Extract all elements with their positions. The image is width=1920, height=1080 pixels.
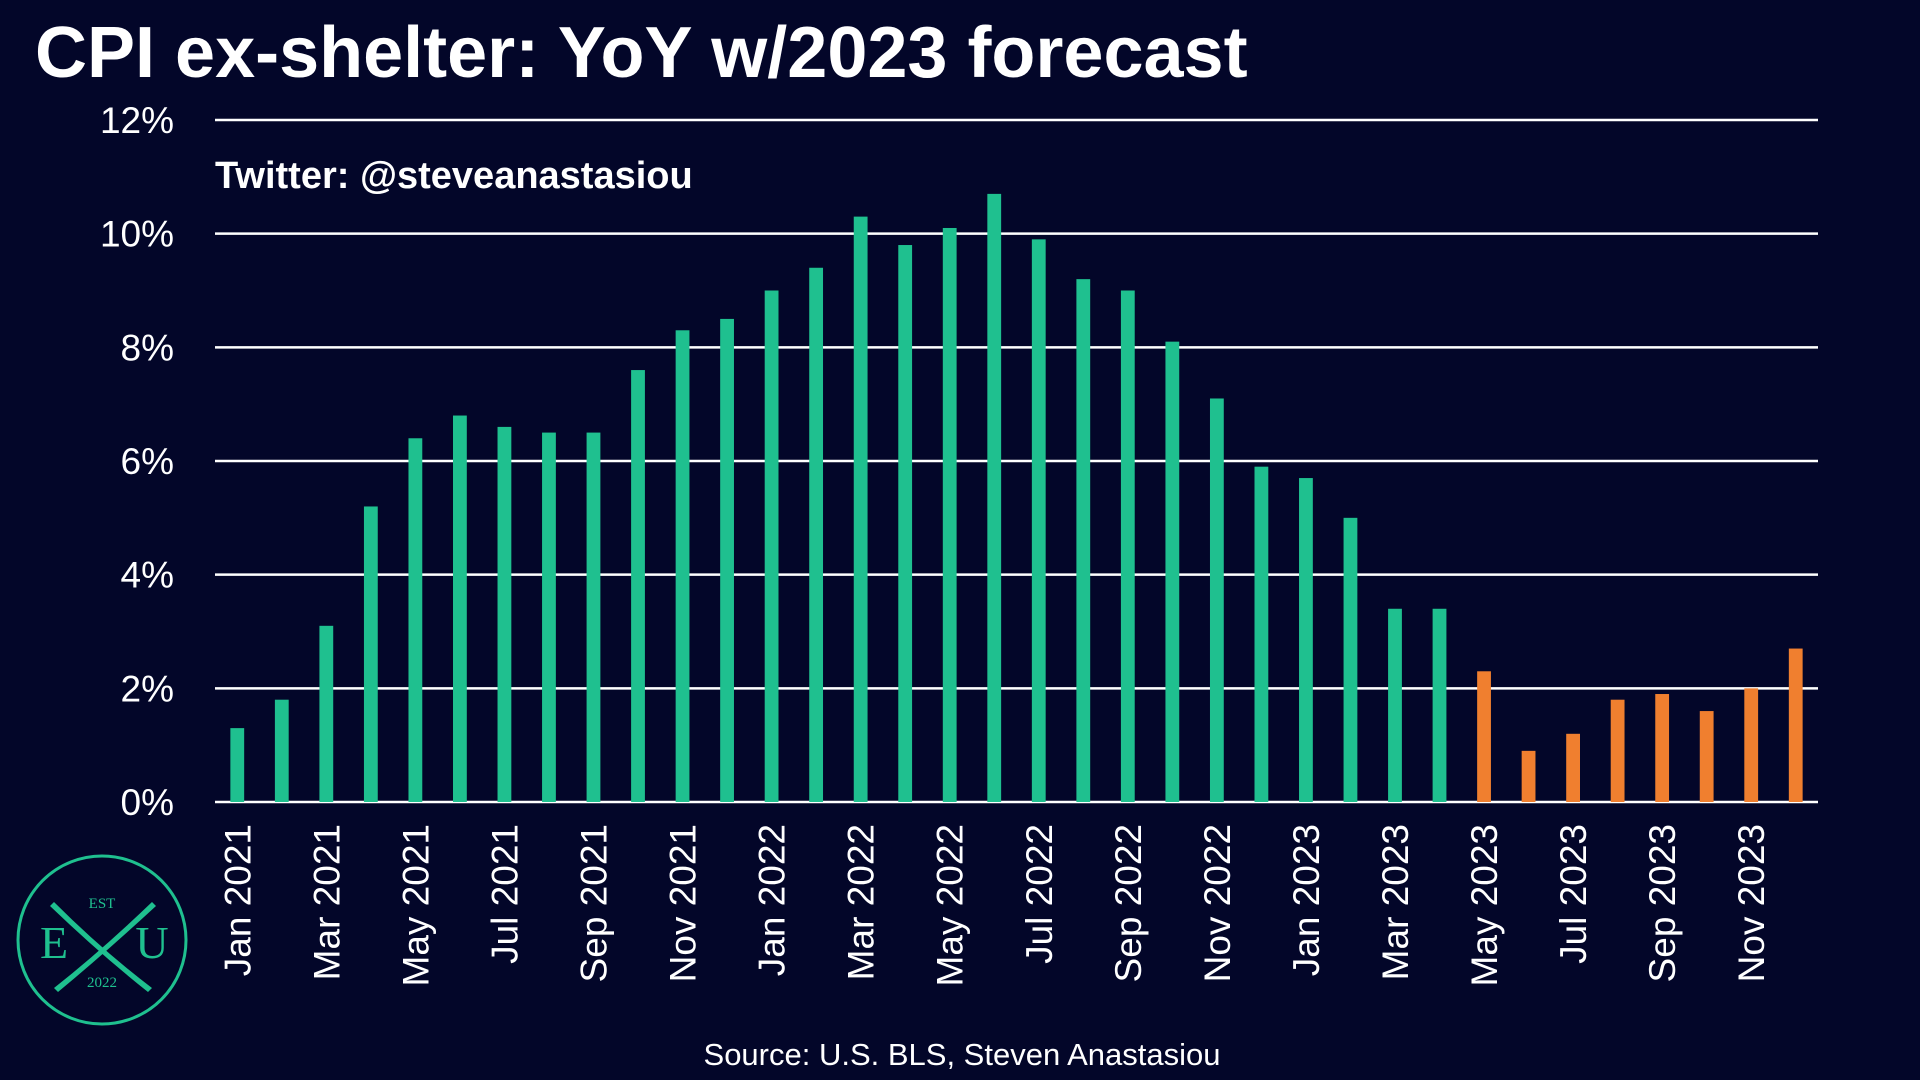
bar-may-2023 [1477, 671, 1491, 802]
logo-blade-b [54, 902, 156, 992]
bar-nov-2023 [1744, 688, 1759, 802]
source-note: Source: U.S. BLS, Steven Anastasiou [704, 1037, 1221, 1072]
x-tick-label: Jan 2021 [217, 824, 258, 976]
y-axis: 0% 2% 4% 6% 8% 10% 12% [100, 100, 174, 823]
bar-oct-2023 [1699, 711, 1714, 802]
logo-letter-u: U [135, 917, 168, 968]
bar-dec-2021 [720, 318, 734, 802]
y-tick-label: 0% [121, 782, 174, 823]
gridlines [215, 118, 1818, 804]
bar-oct-2022 [1165, 341, 1180, 802]
bar-aug-2021 [542, 432, 556, 802]
x-tick-label: Jul 2021 [484, 824, 525, 964]
y-tick-label: 12% [100, 100, 174, 141]
bar-may-2021 [408, 438, 423, 802]
y-tick-label: 4% [121, 555, 174, 596]
bar-aug-2023 [1610, 699, 1625, 802]
x-tick-label: Jul 2022 [1019, 824, 1060, 964]
y-tick-label: 6% [121, 441, 174, 482]
twitter-annotation: Twitter: @steveanastasiou [215, 155, 693, 197]
bar-jul-2022 [1031, 239, 1046, 803]
bar-oct-2021 [631, 370, 645, 802]
x-tick-label: Mar 2023 [1375, 824, 1416, 980]
bar-jun-2023 [1521, 750, 1536, 802]
bar-feb-2022 [809, 267, 824, 802]
x-tick-label: May 2023 [1464, 824, 1505, 987]
x-tick-label: Jul 2023 [1553, 824, 1594, 964]
logo-letter-e: E [40, 917, 68, 968]
bar-jul-2021 [497, 426, 512, 802]
x-tick-label: Mar 2022 [841, 824, 882, 980]
bar-may-2022 [942, 227, 957, 802]
x-tick-label: Mar 2021 [306, 824, 347, 980]
logo-ring [16, 854, 188, 1026]
x-tick-label: May 2022 [930, 824, 971, 987]
bar-jan-2022 [764, 290, 779, 802]
exu-logo: EST E U 2022 [16, 854, 188, 1026]
bar-nov-2022 [1209, 398, 1224, 802]
x-tick-label: May 2021 [395, 824, 436, 987]
x-tick-label: Sep 2021 [573, 824, 614, 982]
bar-aug-2022 [1076, 279, 1091, 803]
bar-mar-2021 [319, 625, 334, 802]
bar-feb-2023 [1343, 517, 1358, 802]
x-tick-label: Nov 2023 [1731, 824, 1772, 982]
chart-title: CPI ex-shelter: YoY w/2023 forecast [35, 13, 1248, 93]
x-tick-label: Jan 2022 [752, 824, 793, 976]
bar-jun-2021 [453, 415, 467, 802]
bar-jul-2023 [1566, 733, 1580, 802]
x-tick-label: Sep 2023 [1642, 824, 1683, 982]
logo-year: 2022 [87, 975, 117, 991]
bar-jun-2022 [987, 193, 1002, 803]
bar-sep-2022 [1120, 290, 1135, 802]
bar-jan-2023 [1299, 478, 1313, 802]
logo-est: EST [89, 896, 116, 912]
x-axis: Jan 2021 Mar 2021 May 2021 Jul 2021 Sep 2021… [217, 824, 1772, 987]
bar-nov-2021 [675, 330, 690, 802]
bar-mar-2023 [1388, 608, 1402, 802]
bar-dec-2023 [1788, 648, 1803, 802]
bar-apr-2023 [1432, 608, 1447, 802]
bars [230, 193, 1803, 803]
bar-dec-2022 [1254, 466, 1269, 802]
x-tick-label: Sep 2022 [1108, 824, 1149, 982]
x-tick-label: Nov 2022 [1197, 824, 1238, 982]
bar-apr-2022 [898, 245, 913, 803]
x-tick-label: Jan 2023 [1286, 824, 1327, 976]
y-tick-label: 10% [100, 214, 174, 255]
bar-feb-2021 [274, 699, 289, 802]
bar-sep-2021 [586, 432, 601, 802]
bar-jan-2021 [230, 728, 245, 802]
bar-mar-2022 [853, 216, 868, 802]
logo-blade-a [50, 902, 152, 992]
y-tick-label: 8% [121, 327, 174, 368]
y-tick-label: 2% [121, 668, 174, 709]
bar-apr-2021 [363, 506, 378, 802]
bar-sep-2023 [1655, 694, 1670, 802]
x-tick-label: Nov 2021 [663, 824, 704, 982]
